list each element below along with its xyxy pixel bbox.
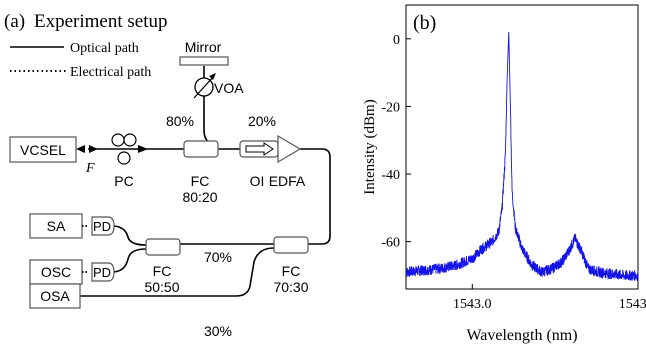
y-axis-ticks: 0 -20 -40 -60 <box>381 33 411 251</box>
x-axis-label: Wavelength (nm) <box>466 327 577 344</box>
ratio-30: 30% <box>204 323 232 339</box>
edfa-icon <box>277 134 302 164</box>
pc-label: PC <box>114 173 133 189</box>
legend-electrical-text: Electrical path <box>70 65 151 80</box>
osc-box <box>29 259 83 285</box>
y-axis-label: Intensity (dBm) <box>362 99 378 194</box>
y-tick-label: 0 <box>393 33 400 48</box>
legend-optical-text: Optical path <box>70 41 139 56</box>
fc1-box <box>183 140 219 158</box>
mirror-box <box>179 56 229 66</box>
panel-a-title: Experiment setup <box>34 11 168 32</box>
pd2-box <box>91 262 115 282</box>
panel-a: (a) Experiment setup Optical path Electr… <box>4 11 331 339</box>
pc-icon <box>111 133 137 165</box>
f-marker-label: F <box>85 161 95 176</box>
fc1-label: FC <box>191 173 210 189</box>
panel-b-label: (b) <box>413 12 436 34</box>
ratio-80: 80% <box>166 113 194 129</box>
sa-box <box>29 213 83 239</box>
sa-label: SA <box>47 218 66 234</box>
f-marker-arrow <box>89 145 98 153</box>
oi-arrow-icon <box>245 142 274 156</box>
y-tick-label: -60 <box>381 236 400 251</box>
panel-a-label: (a) <box>4 11 25 32</box>
path-fc2-pd1 <box>111 225 147 246</box>
pd2-label: PD <box>93 265 111 280</box>
path-edfa-fc3 <box>300 148 331 245</box>
series-layer <box>405 32 639 282</box>
pd1-label: PD <box>93 219 111 234</box>
x-tick-label: 1543.5 <box>619 297 646 312</box>
pc-arrow <box>138 145 148 153</box>
osa-box <box>29 283 81 309</box>
vcsel-label: VCSEL <box>20 142 66 158</box>
x-axis-ticks: 1543.0 1543.5 <box>453 284 646 312</box>
fc2-box <box>145 238 181 256</box>
y-tick-label: -20 <box>381 100 400 115</box>
edfa-label: EDFA <box>269 173 306 189</box>
fc3-label: FC <box>282 263 301 279</box>
osa-label: OSA <box>40 288 70 304</box>
path-fc3-fc2 <box>167 243 274 247</box>
vcsel-box <box>9 136 77 163</box>
fc1-ratio: 80:20 <box>182 189 217 205</box>
path-fc2-pd2 <box>111 248 147 273</box>
fc2-label: FC <box>153 263 172 279</box>
y-tick-label: -40 <box>381 168 400 183</box>
spectrum-line <box>405 32 639 282</box>
osc-label: OSC <box>41 264 71 280</box>
ratio-20: 20% <box>248 113 276 129</box>
fc2-ratio: 50:50 <box>144 279 179 295</box>
vcsel-arrow-left <box>76 145 85 153</box>
mirror-label: Mirror <box>185 39 222 55</box>
ratio-70: 70% <box>204 249 232 265</box>
panel-b: (b) 0 -20 -40 -60 1543.0 1543.5 Intensity (d… <box>362 4 646 344</box>
fc3-ratio: 70:30 <box>273 279 308 295</box>
oi-label: OI <box>250 173 265 189</box>
path-fc3-osa <box>80 247 275 297</box>
x-tick-label: 1543.0 <box>453 297 492 312</box>
plot-frame <box>405 4 639 290</box>
pd1-box <box>91 216 115 236</box>
voa-label: VOA <box>214 80 244 96</box>
fc3-box <box>273 236 309 254</box>
voa-icon <box>193 73 216 99</box>
